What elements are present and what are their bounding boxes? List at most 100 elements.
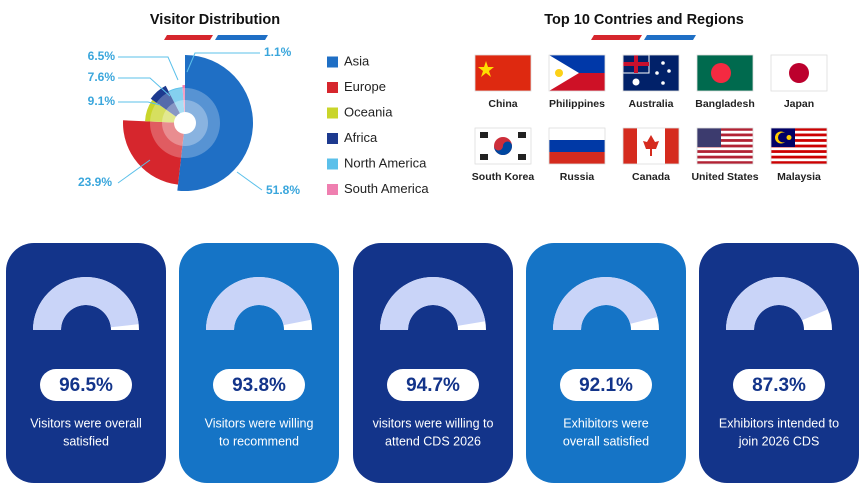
- gauge-fill: [553, 277, 658, 330]
- flag-part: [771, 155, 827, 159]
- flag-part: [643, 135, 659, 156]
- legend-swatch: [327, 56, 338, 68]
- value-pill: [387, 369, 479, 401]
- value-pill: [560, 369, 652, 401]
- title-bar: [215, 35, 268, 40]
- flag-part: [771, 161, 827, 164]
- country-name: Philippines: [549, 98, 605, 110]
- legend-label: Asia: [344, 53, 370, 68]
- flag-part: [771, 144, 827, 148]
- data-label: 23.9%: [78, 175, 112, 189]
- flag-part: [661, 81, 665, 85]
- caption: Visitors were willing: [205, 416, 314, 430]
- flag-part: [771, 133, 827, 137]
- caption: attend CDS 2026: [385, 434, 481, 448]
- country-name: Malaysia: [777, 171, 821, 183]
- data-label: 9.1%: [88, 94, 116, 108]
- data-label: 1.1%: [264, 45, 292, 59]
- value-pill: [213, 369, 305, 401]
- flag-part: [778, 132, 788, 143]
- pie-slice: [150, 85, 185, 123]
- country-name: United States: [691, 171, 758, 183]
- flag-part: [667, 69, 671, 73]
- flag-part: [696, 54, 754, 92]
- pie-slice: [123, 120, 185, 185]
- country-name: Bangladesh: [695, 98, 755, 110]
- flag-part: [632, 78, 640, 86]
- caption: Exhibitors were: [563, 416, 648, 430]
- gauge-fill: [33, 277, 139, 330]
- value-label: 87.3%: [752, 375, 806, 396]
- flag-part: [518, 154, 526, 160]
- flag-part: [665, 128, 679, 164]
- flag-part: [711, 63, 731, 83]
- leader-line: [186, 52, 260, 73]
- flag-part: [771, 139, 827, 142]
- pie-slice: [177, 55, 253, 191]
- title-bar: [644, 35, 696, 40]
- leader-line: [118, 101, 161, 106]
- legend-label: Africa: [344, 130, 378, 145]
- legend-swatch: [327, 184, 338, 195]
- country-name: South Korea: [472, 171, 535, 183]
- caption: to recommend: [219, 434, 299, 448]
- flag-part: [771, 128, 827, 131]
- value-pill: [733, 369, 825, 401]
- value-pill: [40, 369, 132, 401]
- value-label: 93.8%: [232, 375, 286, 396]
- flag-part: [548, 127, 606, 165]
- flag-part: [623, 128, 637, 164]
- country-name: Russia: [560, 171, 595, 183]
- caption: Visitors were overall: [30, 416, 142, 430]
- value-label: 92.1%: [579, 375, 633, 396]
- countries-title: Top 10 Contries and Regions: [544, 12, 744, 28]
- flag-part: [474, 54, 532, 92]
- flag-part: [480, 132, 488, 138]
- flag-part: [697, 150, 753, 153]
- flag-part: [549, 140, 605, 152]
- legend-label: Europe: [344, 79, 386, 94]
- gauge-fill: [380, 276, 486, 330]
- flag-part: [555, 69, 563, 77]
- leader-line: [236, 171, 263, 191]
- flag-part: [697, 133, 753, 137]
- country-name: China: [488, 98, 517, 110]
- legend-label: North America: [344, 155, 427, 170]
- flag-part: [494, 141, 512, 155]
- flag-part: [697, 128, 721, 147]
- flag-part: [697, 155, 753, 159]
- pie-hole: [174, 112, 196, 134]
- flag-part: [622, 54, 680, 92]
- flag-part: [480, 154, 488, 160]
- country-name: Australia: [629, 98, 674, 110]
- flag-part: [697, 144, 753, 148]
- caption: satisfied: [63, 434, 109, 448]
- data-label: 7.6%: [88, 70, 116, 84]
- gauge-fill: [726, 276, 828, 330]
- data-label: 51.8%: [266, 183, 300, 197]
- flag-part: [478, 61, 494, 77]
- legend-swatch: [327, 158, 338, 170]
- caption: Exhibitors intended to: [719, 416, 839, 430]
- title-bar: [591, 35, 642, 40]
- title-bar: [164, 35, 213, 40]
- flag-part: [549, 152, 605, 164]
- pie-title: Visitor Distribution: [150, 12, 280, 28]
- leader-line: [118, 56, 179, 81]
- flag-part: [697, 128, 753, 131]
- legend-label: South America: [344, 181, 429, 196]
- flag-part: [771, 150, 827, 153]
- gauge-fill: [206, 276, 311, 330]
- flag-part: [697, 139, 753, 142]
- flag-part: [655, 71, 659, 75]
- data-label: 6.5%: [88, 49, 116, 63]
- country-name: Canada: [632, 171, 670, 183]
- legend-swatch: [327, 82, 338, 93]
- leader-line: [118, 77, 171, 97]
- country-name: Japan: [784, 98, 814, 110]
- caption: join 2026 CDS: [738, 434, 820, 448]
- leader-line: [117, 159, 151, 184]
- flag-part: [518, 132, 526, 138]
- flag-part: [474, 127, 532, 165]
